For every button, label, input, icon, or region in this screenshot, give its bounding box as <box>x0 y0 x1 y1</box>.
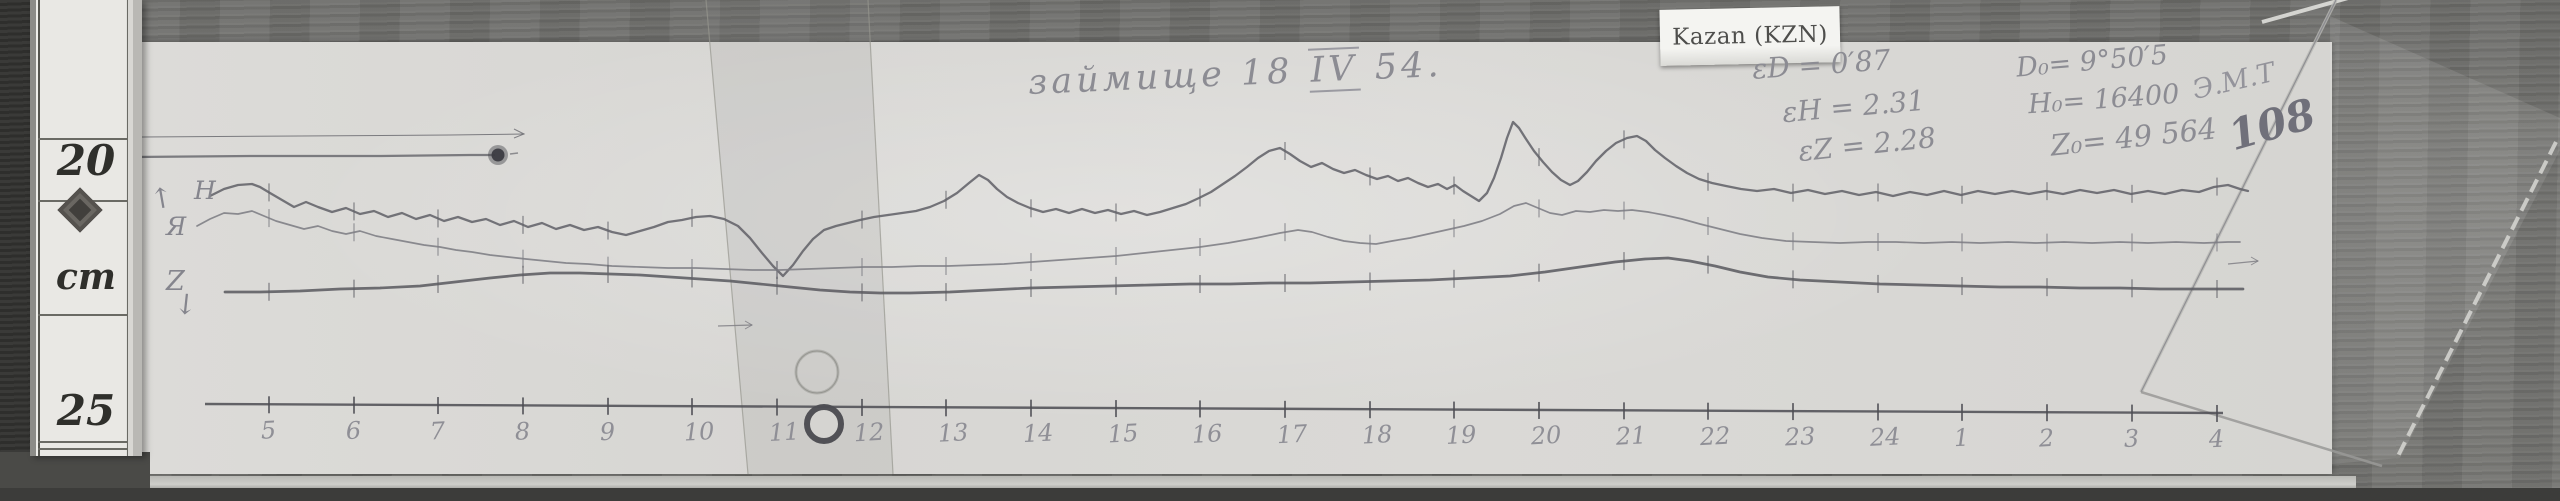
baseline-arrowhead <box>513 128 526 139</box>
hour-label: 9 <box>599 417 616 446</box>
hour-label: 14 <box>1022 419 1054 449</box>
paper-bottom-edge <box>56 476 2356 490</box>
hour-label: 2 <box>2037 424 2055 453</box>
trace-label-d: Я <box>166 212 187 241</box>
hour-label: 11 <box>768 417 800 447</box>
hour-label: 17 <box>1276 420 1309 450</box>
trace-label-h: H <box>194 176 216 205</box>
hour-label: 18 <box>1361 420 1393 450</box>
hour-label: 22 <box>1698 422 1731 452</box>
glass-edge-diagonal-line <box>2140 0 2337 393</box>
ruler-unit-cm: cm <box>55 256 116 298</box>
strip-right-edge <box>867 0 894 475</box>
hour-label: 16 <box>1191 419 1223 449</box>
small-arrow-head <box>744 320 754 330</box>
title-year: 54. <box>1373 44 1444 88</box>
hour-label: 10 <box>683 417 715 447</box>
table-left-edge <box>0 0 34 501</box>
magnetogram-paper <box>138 42 2332 474</box>
baseline-main <box>132 153 496 159</box>
trace-Z <box>223 256 2245 295</box>
trace-label-z: Z <box>166 266 185 297</box>
time-axis-line <box>204 402 2224 415</box>
glass-bottom-edge <box>2140 390 2383 468</box>
title-month-roman: IV <box>1307 46 1361 93</box>
strip-left-edge <box>705 0 749 475</box>
hour-label: 4 <box>2207 425 2225 454</box>
punch-hole-dark-ring <box>804 404 844 444</box>
ruler-maker-diamond-logo <box>57 187 103 233</box>
hour-label: 7 <box>429 417 446 446</box>
glass-bevel-edge <box>2396 141 2558 457</box>
ruler-mark-25: 25 <box>56 386 116 435</box>
hour-label: 12 <box>853 418 885 448</box>
ruler-divider <box>38 314 128 316</box>
ruler-border-line <box>126 0 128 456</box>
hour-label: 24 <box>1868 422 1901 452</box>
hour-label: 3 <box>2123 424 2140 453</box>
station-name: Kazan (KZN) <box>1671 21 1829 51</box>
ruler-divider <box>38 441 128 443</box>
hour-label: 8 <box>514 417 531 446</box>
hour-label: 15 <box>1107 419 1139 449</box>
trace-H <box>208 120 2250 278</box>
glass-plate <box>2330 16 2560 464</box>
hour-label: 1 <box>1953 423 1970 452</box>
hour-label: 13 <box>937 418 969 448</box>
table-edge-bottom <box>0 488 2560 501</box>
translucent-strip <box>706 0 893 474</box>
hour-label: 23 <box>1783 422 1816 452</box>
small-arrow <box>717 324 753 327</box>
punch-hole-embossed-rim <box>795 350 839 394</box>
ruler-divider <box>38 448 128 450</box>
hour-label: 21 <box>1614 421 1647 451</box>
hour-label: 5 <box>260 416 277 445</box>
hour-label: 6 <box>345 416 362 445</box>
hour-label: 20 <box>1529 421 1562 451</box>
baseline-upper <box>141 133 525 138</box>
trace-D <box>196 202 2241 271</box>
z-direction-arrow-icon: ↓ <box>172 286 200 323</box>
folding-ruler: 20 cm 25 <box>30 0 142 456</box>
ruler-border-line <box>38 0 40 456</box>
small-arrow-head <box>2250 256 2260 266</box>
small-arrow <box>2227 260 2259 265</box>
ruler-mark-20: 20 <box>56 136 116 185</box>
ruler-divider <box>38 138 128 140</box>
hour-label: 19 <box>1445 420 1477 450</box>
ink-dash <box>509 152 519 155</box>
ink-blob <box>491 148 505 162</box>
